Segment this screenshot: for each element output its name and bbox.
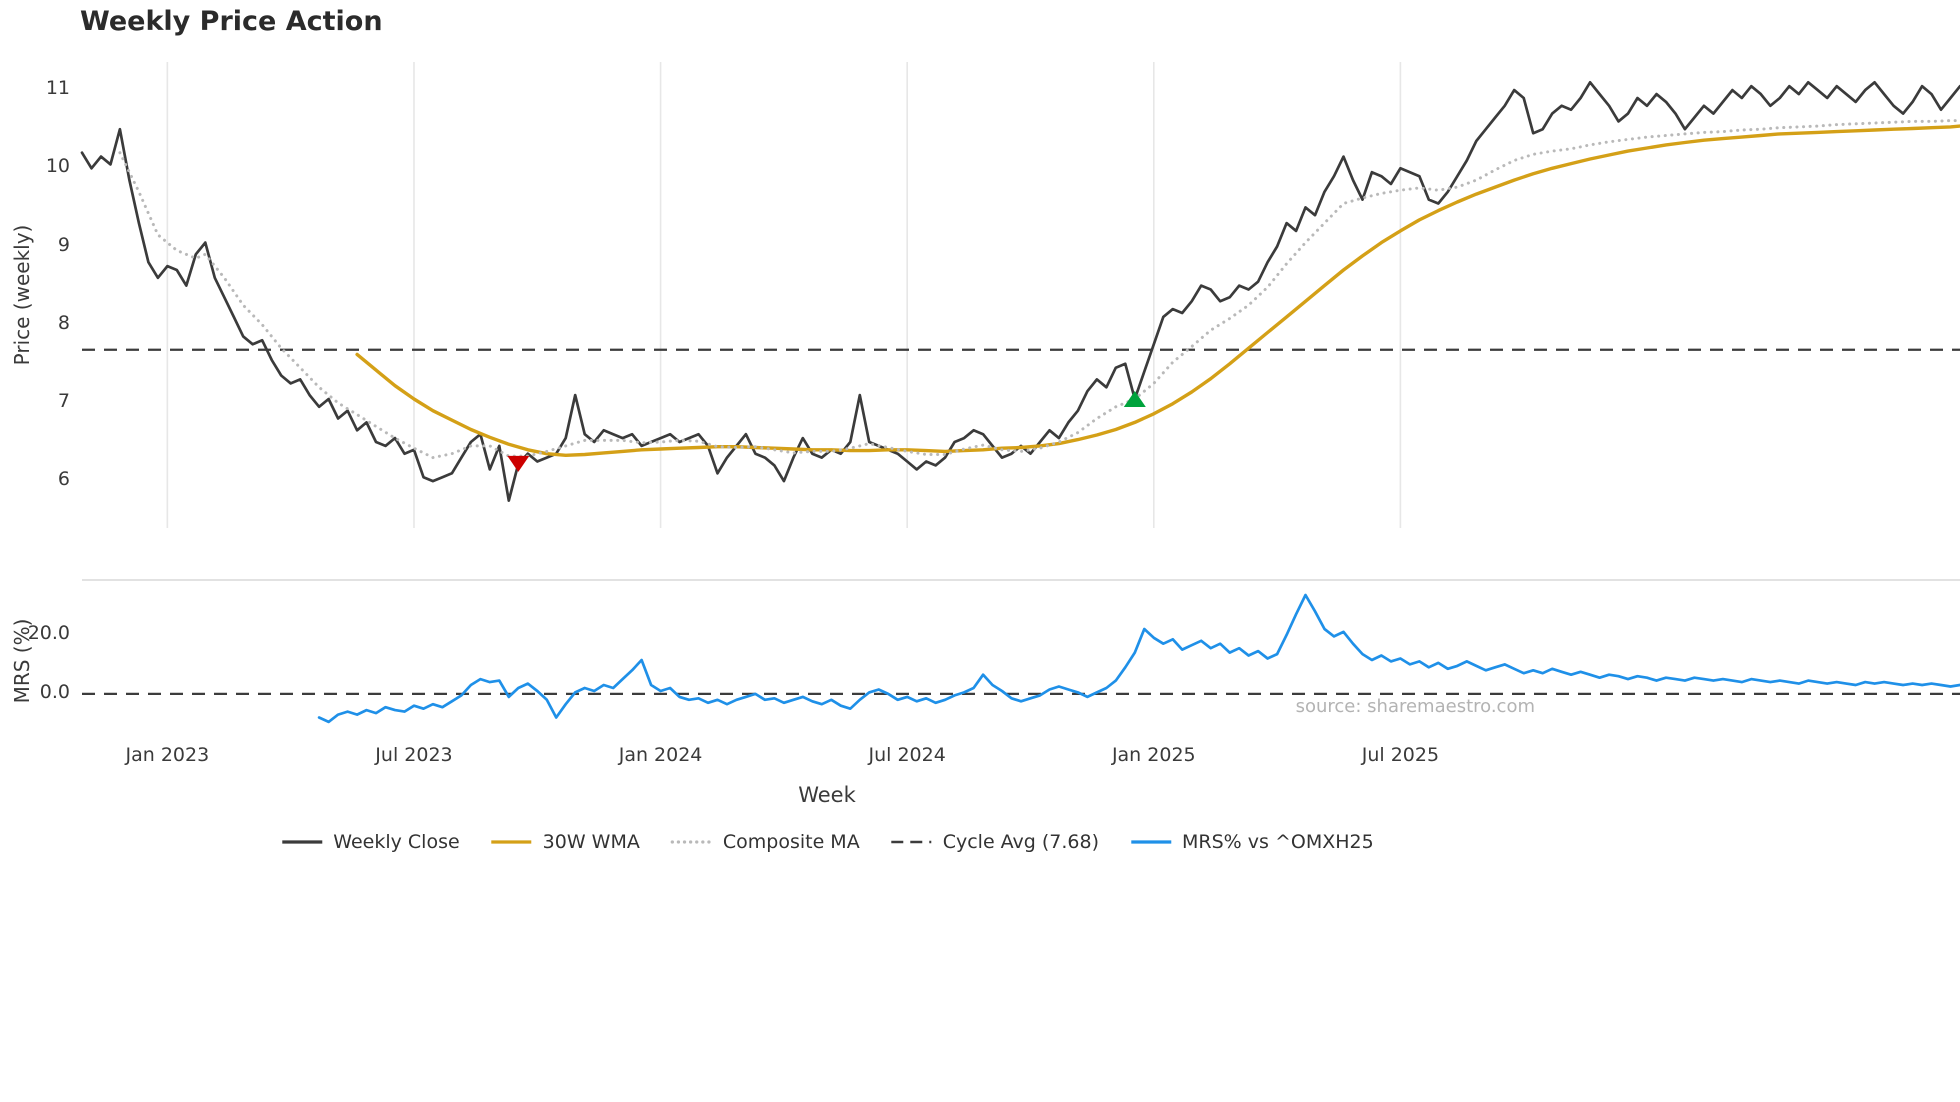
series-mrs-line	[317, 593, 1960, 724]
mrs-tick-label: 0.0	[39, 680, 70, 703]
legend-item: Cycle Avg (7.68)	[890, 831, 1099, 853]
x-tick-label: Jan 2023	[125, 744, 210, 766]
legend-swatch-solid-icon	[491, 840, 532, 844]
price-tick-label: 9	[57, 233, 70, 256]
x-axis-label: Week	[798, 783, 856, 807]
price-tick-label: 11	[45, 77, 70, 100]
chart-title: Weekly Price Action	[80, 6, 383, 37]
legend-label: Weekly Close	[333, 831, 460, 853]
legend-label: Composite MA	[722, 831, 860, 853]
price-tick-label: 8	[57, 311, 70, 334]
series-composite-ma-line	[118, 119, 1960, 460]
price-tick-label: 10	[45, 155, 70, 178]
legend-item: 30W WMA	[490, 831, 640, 853]
x-tick-label: Jul 2024	[868, 744, 946, 766]
x-tick-label: Jan 2025	[1111, 744, 1196, 766]
legend-label: Cycle Avg (7.68)	[942, 831, 1100, 853]
sell-signal-marker-icon	[507, 455, 530, 472]
legend-item: Composite MA	[670, 831, 860, 853]
source-watermark: source: sharemaestro.com	[1295, 696, 1535, 717]
legend-swatch-solid-icon	[282, 840, 323, 844]
buy-signal-marker-icon	[1123, 390, 1146, 407]
price-tick-label: 7	[57, 389, 70, 412]
series-wma-30w-line	[355, 124, 1960, 457]
x-tick-label: Jul 2025	[1361, 744, 1440, 766]
legend-swatch-dotted-icon	[670, 840, 714, 844]
mrs-tick-label: 20.0	[27, 621, 70, 644]
legend-item: MRS% vs ^OMXH25	[1129, 831, 1374, 853]
legend-swatch-solid-icon	[1131, 840, 1172, 844]
legend: Weekly Close 30W WMA Composite MA Cycle Avg…	[280, 831, 1374, 853]
legend-label: MRS% vs ^OMXH25	[1182, 831, 1374, 853]
legend-item: Weekly Close	[280, 831, 460, 853]
x-tick-label: Jan 2024	[618, 744, 703, 766]
price-tick-label: 6	[57, 468, 70, 491]
legend-swatch-dashed-icon	[891, 840, 932, 844]
x-tick-label: Jul 2023	[375, 744, 453, 766]
legend-label: 30W WMA	[542, 831, 640, 853]
